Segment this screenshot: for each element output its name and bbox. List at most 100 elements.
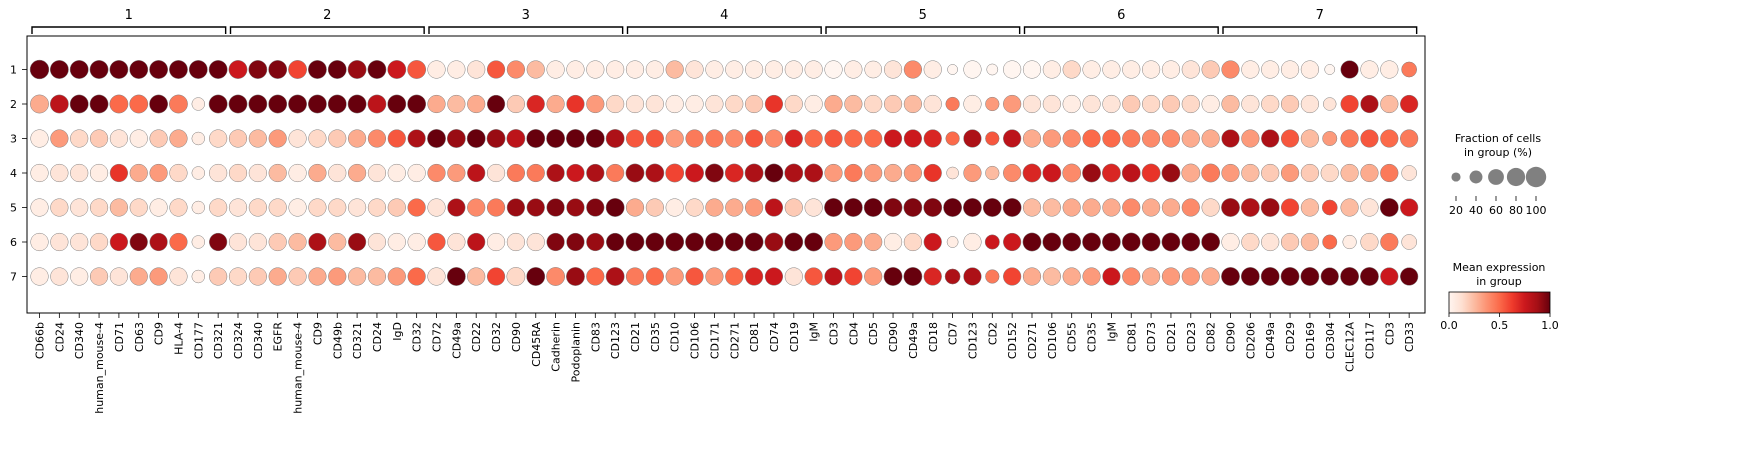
dot [963, 267, 982, 286]
dot [605, 129, 625, 148]
dot [1380, 129, 1399, 148]
dot [1261, 60, 1280, 79]
dot [1201, 60, 1220, 79]
dot [804, 232, 824, 252]
col-label: IgM [808, 322, 821, 342]
dot [1300, 129, 1319, 148]
dot [191, 97, 206, 111]
dot [328, 232, 347, 252]
dot [1221, 198, 1240, 217]
dot [1360, 267, 1379, 286]
dot [1360, 232, 1379, 252]
dot [129, 198, 148, 217]
dot [1280, 267, 1300, 286]
dot [724, 163, 744, 183]
dot [1260, 267, 1280, 286]
dot [883, 60, 903, 79]
dot [447, 94, 466, 114]
dot [1360, 163, 1379, 183]
col-label: Podoplanin [569, 322, 582, 382]
dot [50, 267, 69, 286]
dot [1300, 163, 1319, 183]
bracket-label-6: 6 [1117, 8, 1125, 23]
dot [923, 60, 942, 79]
dot [1141, 163, 1161, 183]
dot [946, 236, 959, 248]
dot [764, 163, 784, 183]
dot [1042, 267, 1061, 286]
dot [685, 232, 704, 252]
dot [844, 60, 863, 79]
dot [407, 94, 427, 114]
dot [248, 129, 267, 148]
dot [625, 232, 645, 252]
bracket-label-3: 3 [522, 8, 530, 23]
col-label: CD32 [411, 322, 424, 352]
bracket-3 [428, 26, 624, 34]
dot [506, 267, 526, 286]
dot [1322, 234, 1338, 250]
dot [367, 60, 387, 79]
dot [566, 129, 585, 148]
dot [427, 163, 446, 183]
dot [1241, 60, 1260, 79]
col-label: CD90 [887, 322, 900, 352]
dot [725, 198, 744, 217]
dot [824, 129, 843, 148]
dot [228, 267, 248, 286]
colorbar [1448, 291, 1551, 314]
dot [586, 198, 605, 217]
dot [89, 267, 109, 286]
dot [764, 129, 784, 148]
dot [169, 232, 188, 252]
dot [1379, 198, 1399, 217]
dot [367, 163, 387, 183]
dot [149, 267, 168, 286]
dot [1161, 94, 1181, 114]
dot [327, 94, 347, 114]
col-label: CD49a [907, 322, 920, 359]
dot [1221, 60, 1240, 79]
dot [1102, 267, 1121, 286]
dot [1062, 198, 1081, 217]
dot [923, 232, 942, 252]
col-label: HLA-4 [172, 322, 185, 355]
dot [883, 232, 903, 252]
dot [923, 198, 943, 217]
col-label: CD324 [232, 322, 245, 359]
col-label: CD7 [947, 322, 960, 345]
dot [149, 163, 168, 183]
size-legend-tick-label: 80 [1509, 204, 1523, 217]
dot [191, 269, 206, 284]
dot [566, 60, 585, 79]
dot [1300, 60, 1319, 79]
size-legend-tick-label: 40 [1469, 204, 1483, 217]
dot [1181, 163, 1201, 183]
dot [328, 267, 347, 286]
dot [745, 198, 764, 217]
dot [985, 96, 1000, 112]
dot [268, 129, 287, 148]
color-legend-title-line1: Mean expression [1453, 261, 1546, 274]
dot [1003, 267, 1022, 286]
col-label: CD117 [1363, 322, 1376, 359]
dot [109, 163, 128, 183]
dot [208, 94, 228, 114]
dot [347, 60, 367, 79]
dot [248, 267, 267, 286]
dot [1360, 198, 1379, 217]
col-label: CD2 [986, 322, 999, 345]
col-label: CD106 [689, 322, 702, 359]
col-label: CD19 [788, 322, 801, 352]
dot [228, 232, 248, 252]
dot [407, 198, 426, 217]
dot [1221, 267, 1240, 286]
dot [864, 60, 882, 79]
dot [447, 232, 466, 252]
dot [407, 267, 426, 286]
dot [1003, 129, 1022, 148]
dot [625, 94, 645, 114]
dot [69, 60, 89, 79]
dot [248, 94, 268, 114]
dot [883, 94, 903, 114]
